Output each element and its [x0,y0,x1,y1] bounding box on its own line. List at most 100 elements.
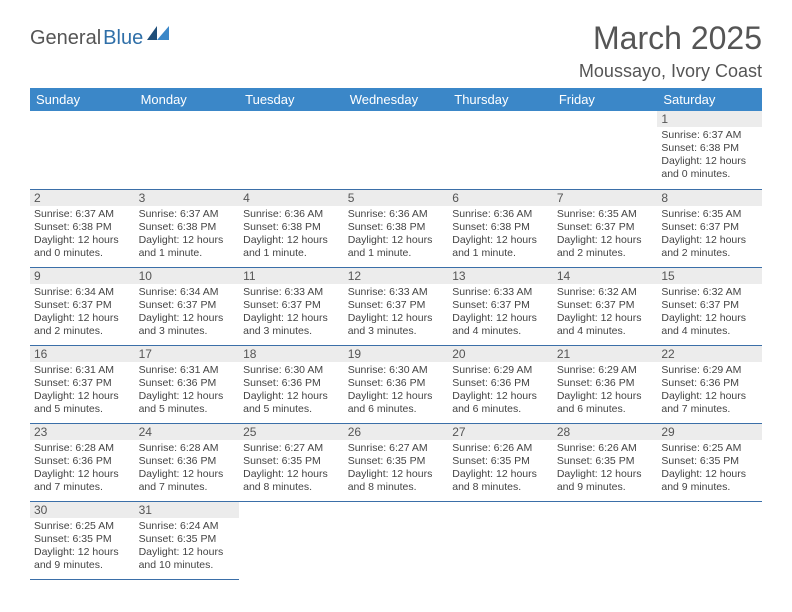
calendar-cell: 25Sunrise: 6:27 AMSunset: 6:35 PMDayligh… [239,423,344,501]
day-number: 28 [553,424,658,440]
calendar-cell: 14Sunrise: 6:32 AMSunset: 6:37 PMDayligh… [553,267,658,345]
sunset-line: Sunset: 6:36 PM [139,377,236,390]
day-number: 8 [657,190,762,206]
sunrise-line: Sunrise: 6:24 AM [139,520,236,533]
day-number: 12 [344,268,449,284]
day-detail: Sunrise: 6:36 AMSunset: 6:38 PMDaylight:… [344,206,449,265]
daylight-line: Daylight: 12 hours and 3 minutes. [348,312,445,338]
sunset-line: Sunset: 6:36 PM [243,377,340,390]
day-detail: Sunrise: 6:37 AMSunset: 6:38 PMDaylight:… [657,127,762,186]
day-detail: Sunrise: 6:34 AMSunset: 6:37 PMDaylight:… [135,284,240,343]
sunset-line: Sunset: 6:36 PM [557,377,654,390]
calendar-cell [553,111,658,189]
day-number: 31 [135,502,240,518]
day-detail: Sunrise: 6:36 AMSunset: 6:38 PMDaylight:… [448,206,553,265]
brand-flag-icon [147,26,173,50]
day-detail: Sunrise: 6:28 AMSunset: 6:36 PMDaylight:… [30,440,135,499]
sunrise-line: Sunrise: 6:28 AM [139,442,236,455]
calendar-cell: 22Sunrise: 6:29 AMSunset: 6:36 PMDayligh… [657,345,762,423]
day-detail: Sunrise: 6:37 AMSunset: 6:38 PMDaylight:… [135,206,240,265]
day-number: 6 [448,190,553,206]
day-detail: Sunrise: 6:34 AMSunset: 6:37 PMDaylight:… [30,284,135,343]
daylight-line: Daylight: 12 hours and 6 minutes. [557,390,654,416]
day-number: 26 [344,424,449,440]
sunset-line: Sunset: 6:35 PM [243,455,340,468]
sunrise-line: Sunrise: 6:27 AM [348,442,445,455]
calendar-cell: 17Sunrise: 6:31 AMSunset: 6:36 PMDayligh… [135,345,240,423]
daylight-line: Daylight: 12 hours and 4 minutes. [661,312,758,338]
sunrise-line: Sunrise: 6:26 AM [452,442,549,455]
sunset-line: Sunset: 6:36 PM [34,455,131,468]
daylight-line: Daylight: 12 hours and 1 minute. [139,234,236,260]
brand-logo: GeneralBlue [30,26,173,50]
sunrise-line: Sunrise: 6:35 AM [557,208,654,221]
calendar-table: SundayMondayTuesdayWednesdayThursdayFrid… [30,88,762,580]
calendar-cell: 9Sunrise: 6:34 AMSunset: 6:37 PMDaylight… [30,267,135,345]
calendar-cell: 7Sunrise: 6:35 AMSunset: 6:37 PMDaylight… [553,189,658,267]
sunset-line: Sunset: 6:37 PM [34,299,131,312]
sunrise-line: Sunrise: 6:32 AM [557,286,654,299]
calendar-cell: 13Sunrise: 6:33 AMSunset: 6:37 PMDayligh… [448,267,553,345]
sunset-line: Sunset: 6:38 PM [34,221,131,234]
daylight-line: Daylight: 12 hours and 5 minutes. [243,390,340,416]
sunrise-line: Sunrise: 6:36 AM [348,208,445,221]
day-number: 15 [657,268,762,284]
day-detail: Sunrise: 6:31 AMSunset: 6:37 PMDaylight:… [30,362,135,421]
day-number: 25 [239,424,344,440]
day-number: 29 [657,424,762,440]
day-number: 4 [239,190,344,206]
day-number: 17 [135,346,240,362]
daylight-line: Daylight: 12 hours and 8 minutes. [348,468,445,494]
day-detail: Sunrise: 6:30 AMSunset: 6:36 PMDaylight:… [344,362,449,421]
daylight-line: Daylight: 12 hours and 7 minutes. [661,390,758,416]
daylight-line: Daylight: 12 hours and 3 minutes. [139,312,236,338]
day-detail: Sunrise: 6:26 AMSunset: 6:35 PMDaylight:… [553,440,658,499]
calendar-cell [344,111,449,189]
calendar-cell: 5Sunrise: 6:36 AMSunset: 6:38 PMDaylight… [344,189,449,267]
daylight-line: Daylight: 12 hours and 2 minutes. [34,312,131,338]
day-header: Saturday [657,88,762,111]
calendar-cell [239,111,344,189]
day-detail: Sunrise: 6:30 AMSunset: 6:36 PMDaylight:… [239,362,344,421]
day-detail: Sunrise: 6:29 AMSunset: 6:36 PMDaylight:… [553,362,658,421]
calendar-cell: 10Sunrise: 6:34 AMSunset: 6:37 PMDayligh… [135,267,240,345]
calendar-cell: 18Sunrise: 6:30 AMSunset: 6:36 PMDayligh… [239,345,344,423]
sunset-line: Sunset: 6:38 PM [243,221,340,234]
sunset-line: Sunset: 6:37 PM [661,299,758,312]
sunrise-line: Sunrise: 6:29 AM [661,364,758,377]
daylight-line: Daylight: 12 hours and 8 minutes. [452,468,549,494]
calendar-cell [657,501,762,579]
day-detail: Sunrise: 6:36 AMSunset: 6:38 PMDaylight:… [239,206,344,265]
daylight-line: Daylight: 12 hours and 9 minutes. [34,546,131,572]
day-detail: Sunrise: 6:33 AMSunset: 6:37 PMDaylight:… [344,284,449,343]
calendar-row: 23Sunrise: 6:28 AMSunset: 6:36 PMDayligh… [30,423,762,501]
day-number: 2 [30,190,135,206]
day-number: 3 [135,190,240,206]
sunset-line: Sunset: 6:38 PM [452,221,549,234]
day-number: 7 [553,190,658,206]
calendar-cell: 27Sunrise: 6:26 AMSunset: 6:35 PMDayligh… [448,423,553,501]
calendar-cell [448,111,553,189]
sunset-line: Sunset: 6:38 PM [661,142,758,155]
daylight-line: Daylight: 12 hours and 8 minutes. [243,468,340,494]
sunset-line: Sunset: 6:37 PM [243,299,340,312]
sunrise-line: Sunrise: 6:35 AM [661,208,758,221]
day-header: Wednesday [344,88,449,111]
day-detail: Sunrise: 6:32 AMSunset: 6:37 PMDaylight:… [657,284,762,343]
day-number: 21 [553,346,658,362]
day-detail: Sunrise: 6:31 AMSunset: 6:36 PMDaylight:… [135,362,240,421]
calendar-cell: 11Sunrise: 6:33 AMSunset: 6:37 PMDayligh… [239,267,344,345]
day-number: 1 [657,111,762,127]
daylight-line: Daylight: 12 hours and 3 minutes. [243,312,340,338]
day-detail: Sunrise: 6:24 AMSunset: 6:35 PMDaylight:… [135,518,240,577]
daylight-line: Daylight: 12 hours and 1 minute. [452,234,549,260]
daylight-line: Daylight: 12 hours and 6 minutes. [348,390,445,416]
calendar-cell [344,501,449,579]
calendar-cell: 15Sunrise: 6:32 AMSunset: 6:37 PMDayligh… [657,267,762,345]
daylight-line: Daylight: 12 hours and 0 minutes. [661,155,758,181]
sunset-line: Sunset: 6:37 PM [661,221,758,234]
calendar-cell: 8Sunrise: 6:35 AMSunset: 6:37 PMDaylight… [657,189,762,267]
daylight-line: Daylight: 12 hours and 1 minute. [243,234,340,260]
calendar-cell [448,501,553,579]
sunrise-line: Sunrise: 6:25 AM [34,520,131,533]
